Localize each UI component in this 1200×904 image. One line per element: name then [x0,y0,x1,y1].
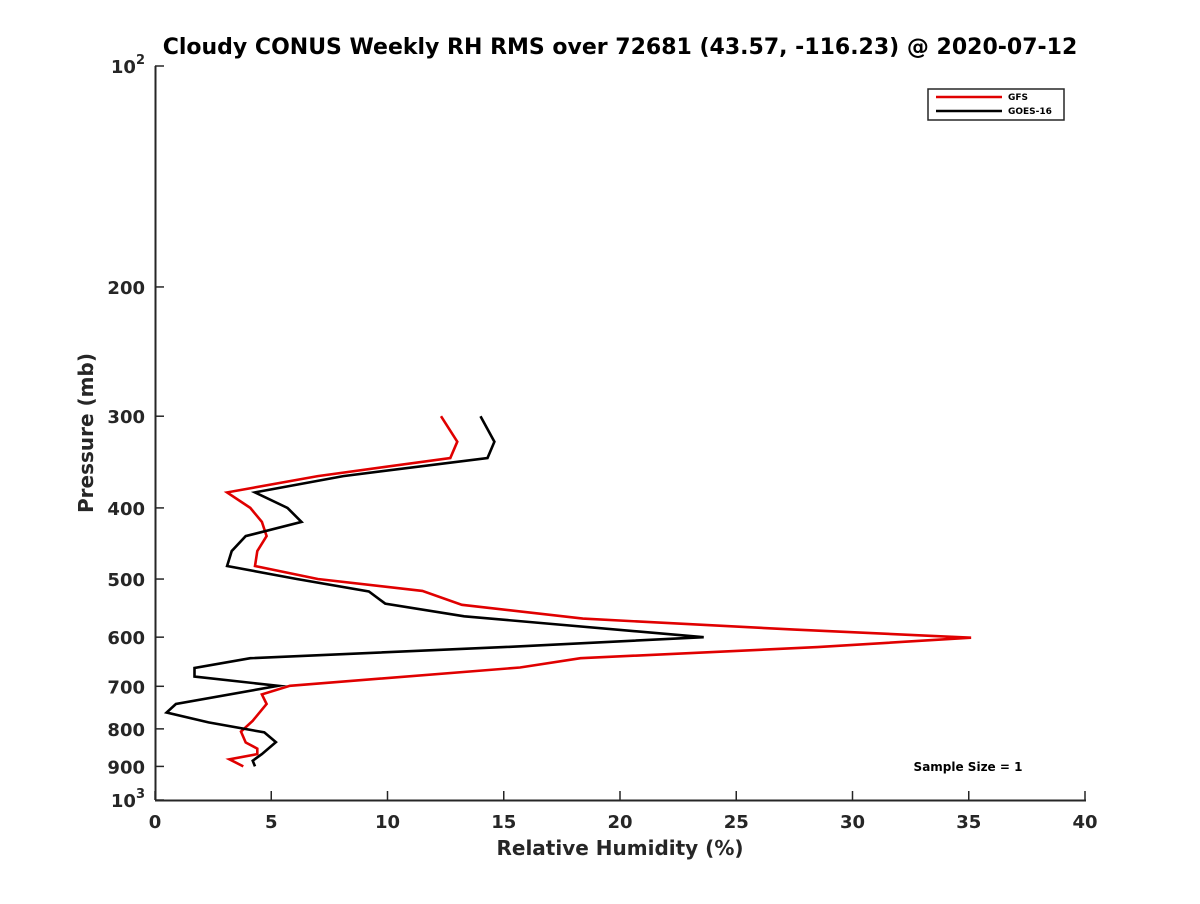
series-lines [163,415,972,768]
x-tick-label: 15 [491,812,516,833]
legend-box [927,88,1065,121]
y-tick-label: 400 [107,499,145,520]
x-tick-label: 5 [265,812,278,833]
plot-area: 0 5 10 15 20 25 30 35 40 200 300 400 500 600 700 800 90… [107,53,1097,833]
series-line-gfs [223,415,972,768]
y-tick-label: 600 [107,628,145,649]
legend: GFS GOES-16 [927,88,1065,121]
sample-size-annotation: Sample Size = 1 [914,760,1023,774]
x-axis-label: Relative Humidity (%) [496,836,743,860]
y-decade-tick-label: 103 [111,787,145,812]
y-decade-exponent: 3 [136,787,145,802]
x-tick-label: 30 [840,812,865,833]
x-ticks: 0 5 10 15 20 25 30 35 40 [149,791,1098,833]
x-tick-label: 0 [149,812,162,833]
legend-label-goes-16: GOES-16 [1008,107,1052,117]
y-decade-base: 10 [111,791,136,812]
y-axis-label: Pressure (mb) [74,353,98,513]
y-tick-label: 900 [107,757,145,778]
y-decade-exponent: 2 [136,53,145,68]
x-tick-label: 35 [956,812,981,833]
y-tick-label: 800 [107,720,145,741]
chart-title: Cloudy CONUS Weekly RH RMS over 72681 (4… [163,35,1078,60]
x-tick-label: 20 [607,812,632,833]
y-decade-tick-label: 102 [111,53,145,78]
series-line-goes-16 [163,415,704,767]
y-tick-label: 500 [107,570,145,591]
x-tick-label: 25 [724,812,749,833]
y-tick-label: 300 [107,407,145,428]
y-tick-label: 200 [107,278,145,299]
y-decade-base: 10 [111,57,136,78]
legend-label-gfs: GFS [1008,93,1028,103]
x-tick-label: 10 [375,812,400,833]
x-tick-label: 40 [1072,812,1097,833]
y-tick-label: 700 [107,677,145,698]
